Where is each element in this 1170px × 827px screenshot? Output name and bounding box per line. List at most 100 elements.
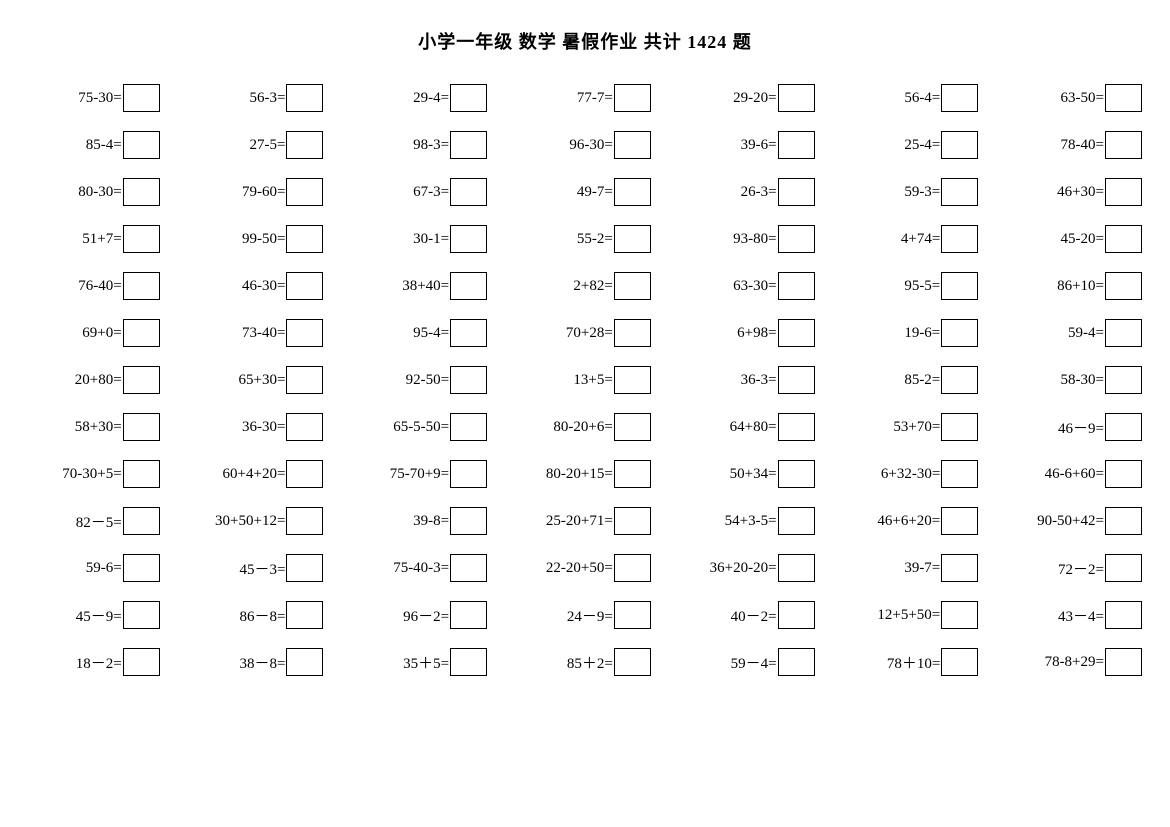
answer-box[interactable] (941, 319, 978, 347)
answer-box[interactable] (614, 178, 651, 206)
answer-box[interactable] (614, 225, 651, 253)
answer-box[interactable] (450, 648, 487, 676)
answer-box[interactable] (123, 272, 160, 300)
answer-box[interactable] (941, 507, 978, 535)
answer-box[interactable] (123, 460, 160, 488)
answer-box[interactable] (614, 366, 651, 394)
answer-box[interactable] (1105, 131, 1142, 159)
answer-box[interactable] (450, 131, 487, 159)
answer-box[interactable] (1105, 554, 1142, 582)
answer-box[interactable] (123, 319, 160, 347)
answer-box[interactable] (778, 601, 815, 629)
answer-box[interactable] (286, 648, 323, 676)
answer-box[interactable] (614, 84, 651, 112)
answer-box[interactable] (450, 507, 487, 535)
answer-box[interactable] (286, 84, 323, 112)
answer-box[interactable] (450, 272, 487, 300)
answer-box[interactable] (614, 272, 651, 300)
answer-box[interactable] (941, 554, 978, 582)
answer-box[interactable] (941, 131, 978, 159)
answer-box[interactable] (778, 131, 815, 159)
problem-cell: 25-20+71= (503, 507, 667, 535)
answer-box[interactable] (1105, 319, 1142, 347)
answer-box[interactable] (1105, 178, 1142, 206)
answer-box[interactable] (941, 178, 978, 206)
answer-box[interactable] (941, 413, 978, 441)
answer-box[interactable] (123, 413, 160, 441)
answer-box[interactable] (450, 554, 487, 582)
answer-box[interactable] (450, 366, 487, 394)
answer-box[interactable] (1105, 413, 1142, 441)
answer-box[interactable] (778, 460, 815, 488)
answer-box[interactable] (123, 225, 160, 253)
answer-box[interactable] (614, 554, 651, 582)
answer-box[interactable] (614, 413, 651, 441)
answer-box[interactable] (450, 225, 487, 253)
answer-box[interactable] (1105, 648, 1142, 676)
answer-box[interactable] (1105, 225, 1142, 253)
answer-box[interactable] (778, 554, 815, 582)
answer-box[interactable] (778, 648, 815, 676)
problem-cell: 46-6+60= (994, 460, 1158, 488)
answer-box[interactable] (123, 601, 160, 629)
problem-expression: 29-4= (413, 90, 449, 107)
answer-box[interactable] (286, 366, 323, 394)
answer-box[interactable] (450, 460, 487, 488)
answer-box[interactable] (286, 554, 323, 582)
problem-expression: 79-60= (242, 184, 285, 201)
answer-box[interactable] (614, 319, 651, 347)
answer-box[interactable] (286, 413, 323, 441)
answer-box[interactable] (778, 178, 815, 206)
answer-box[interactable] (1105, 272, 1142, 300)
answer-box[interactable] (123, 366, 160, 394)
answer-box[interactable] (450, 84, 487, 112)
answer-box[interactable] (614, 460, 651, 488)
answer-box[interactable] (778, 225, 815, 253)
answer-box[interactable] (286, 507, 323, 535)
answer-box[interactable] (1105, 460, 1142, 488)
answer-box[interactable] (1105, 84, 1142, 112)
answer-box[interactable] (286, 319, 323, 347)
answer-box[interactable] (123, 648, 160, 676)
answer-box[interactable] (778, 272, 815, 300)
answer-box[interactable] (614, 648, 651, 676)
answer-box[interactable] (778, 366, 815, 394)
answer-box[interactable] (1105, 507, 1142, 535)
answer-box[interactable] (286, 131, 323, 159)
problem-cell: 49-7= (503, 178, 667, 206)
answer-box[interactable] (286, 225, 323, 253)
answer-box[interactable] (941, 601, 978, 629)
answer-box[interactable] (123, 131, 160, 159)
answer-box[interactable] (778, 507, 815, 535)
answer-box[interactable] (614, 601, 651, 629)
answer-box[interactable] (450, 178, 487, 206)
answer-box[interactable] (450, 413, 487, 441)
answer-box[interactable] (1105, 366, 1142, 394)
answer-box[interactable] (1105, 601, 1142, 629)
answer-box[interactable] (778, 84, 815, 112)
answer-box[interactable] (286, 460, 323, 488)
answer-box[interactable] (778, 413, 815, 441)
answer-box[interactable] (123, 554, 160, 582)
problem-cell: 35＋5= (339, 648, 503, 676)
answer-box[interactable] (286, 178, 323, 206)
answer-box[interactable] (941, 84, 978, 112)
answer-box[interactable] (614, 507, 651, 535)
problem-cell: 78＋10= (831, 648, 995, 676)
answer-box[interactable] (123, 507, 160, 535)
answer-box[interactable] (941, 272, 978, 300)
answer-box[interactable] (450, 319, 487, 347)
answer-box[interactable] (941, 366, 978, 394)
answer-box[interactable] (123, 84, 160, 112)
answer-box[interactable] (286, 601, 323, 629)
answer-box[interactable] (123, 178, 160, 206)
answer-box[interactable] (286, 272, 323, 300)
answer-box[interactable] (450, 601, 487, 629)
answer-box[interactable] (778, 319, 815, 347)
problem-cell: 65+30= (176, 366, 340, 394)
problem-expression: 22-20+50= (546, 560, 613, 577)
answer-box[interactable] (941, 225, 978, 253)
answer-box[interactable] (941, 460, 978, 488)
answer-box[interactable] (614, 131, 651, 159)
answer-box[interactable] (941, 648, 978, 676)
